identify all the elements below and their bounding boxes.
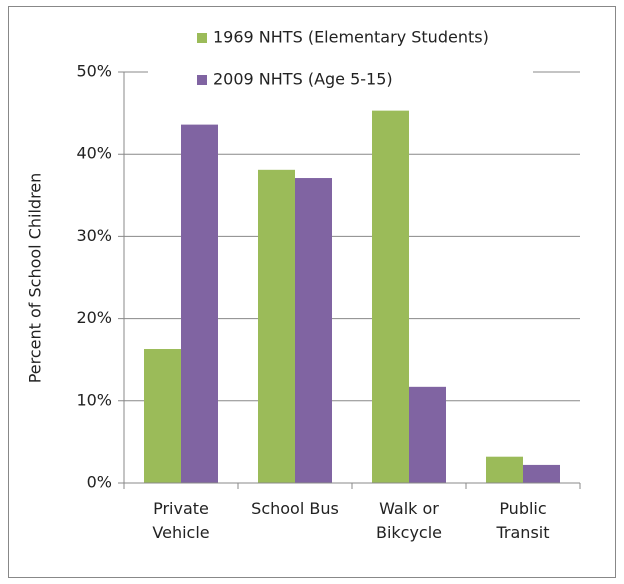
x-tick-label: Public Transit bbox=[496, 499, 550, 542]
bar bbox=[523, 464, 560, 483]
legend-background bbox=[148, 18, 533, 102]
x-tick-label: Private Vehicle bbox=[152, 499, 210, 542]
y-axis-title: Percent of School Children bbox=[26, 173, 45, 384]
x-tick-label: Walk or Bikcycle bbox=[375, 499, 443, 542]
x-tick-label: School Bus bbox=[251, 499, 339, 518]
bar bbox=[295, 178, 332, 483]
y-tick-label: 40% bbox=[76, 144, 112, 163]
y-tick-label: 30% bbox=[76, 226, 112, 245]
bar bbox=[486, 456, 523, 483]
legend-label: 1969 NHTS (Elementary Students) bbox=[213, 28, 489, 47]
y-tick-label: 50% bbox=[76, 62, 112, 81]
y-tick-label: 20% bbox=[76, 308, 112, 327]
bar bbox=[258, 169, 295, 483]
legend-swatch bbox=[197, 75, 207, 85]
bar bbox=[181, 124, 218, 483]
y-tick-label: 10% bbox=[76, 390, 112, 409]
legend-label: 2009 NHTS (Age 5-15) bbox=[213, 70, 393, 89]
bar bbox=[372, 110, 409, 483]
y-tick-label: 0% bbox=[87, 473, 112, 492]
legend-swatch bbox=[197, 33, 207, 43]
bar bbox=[144, 349, 181, 483]
bar bbox=[409, 386, 446, 483]
